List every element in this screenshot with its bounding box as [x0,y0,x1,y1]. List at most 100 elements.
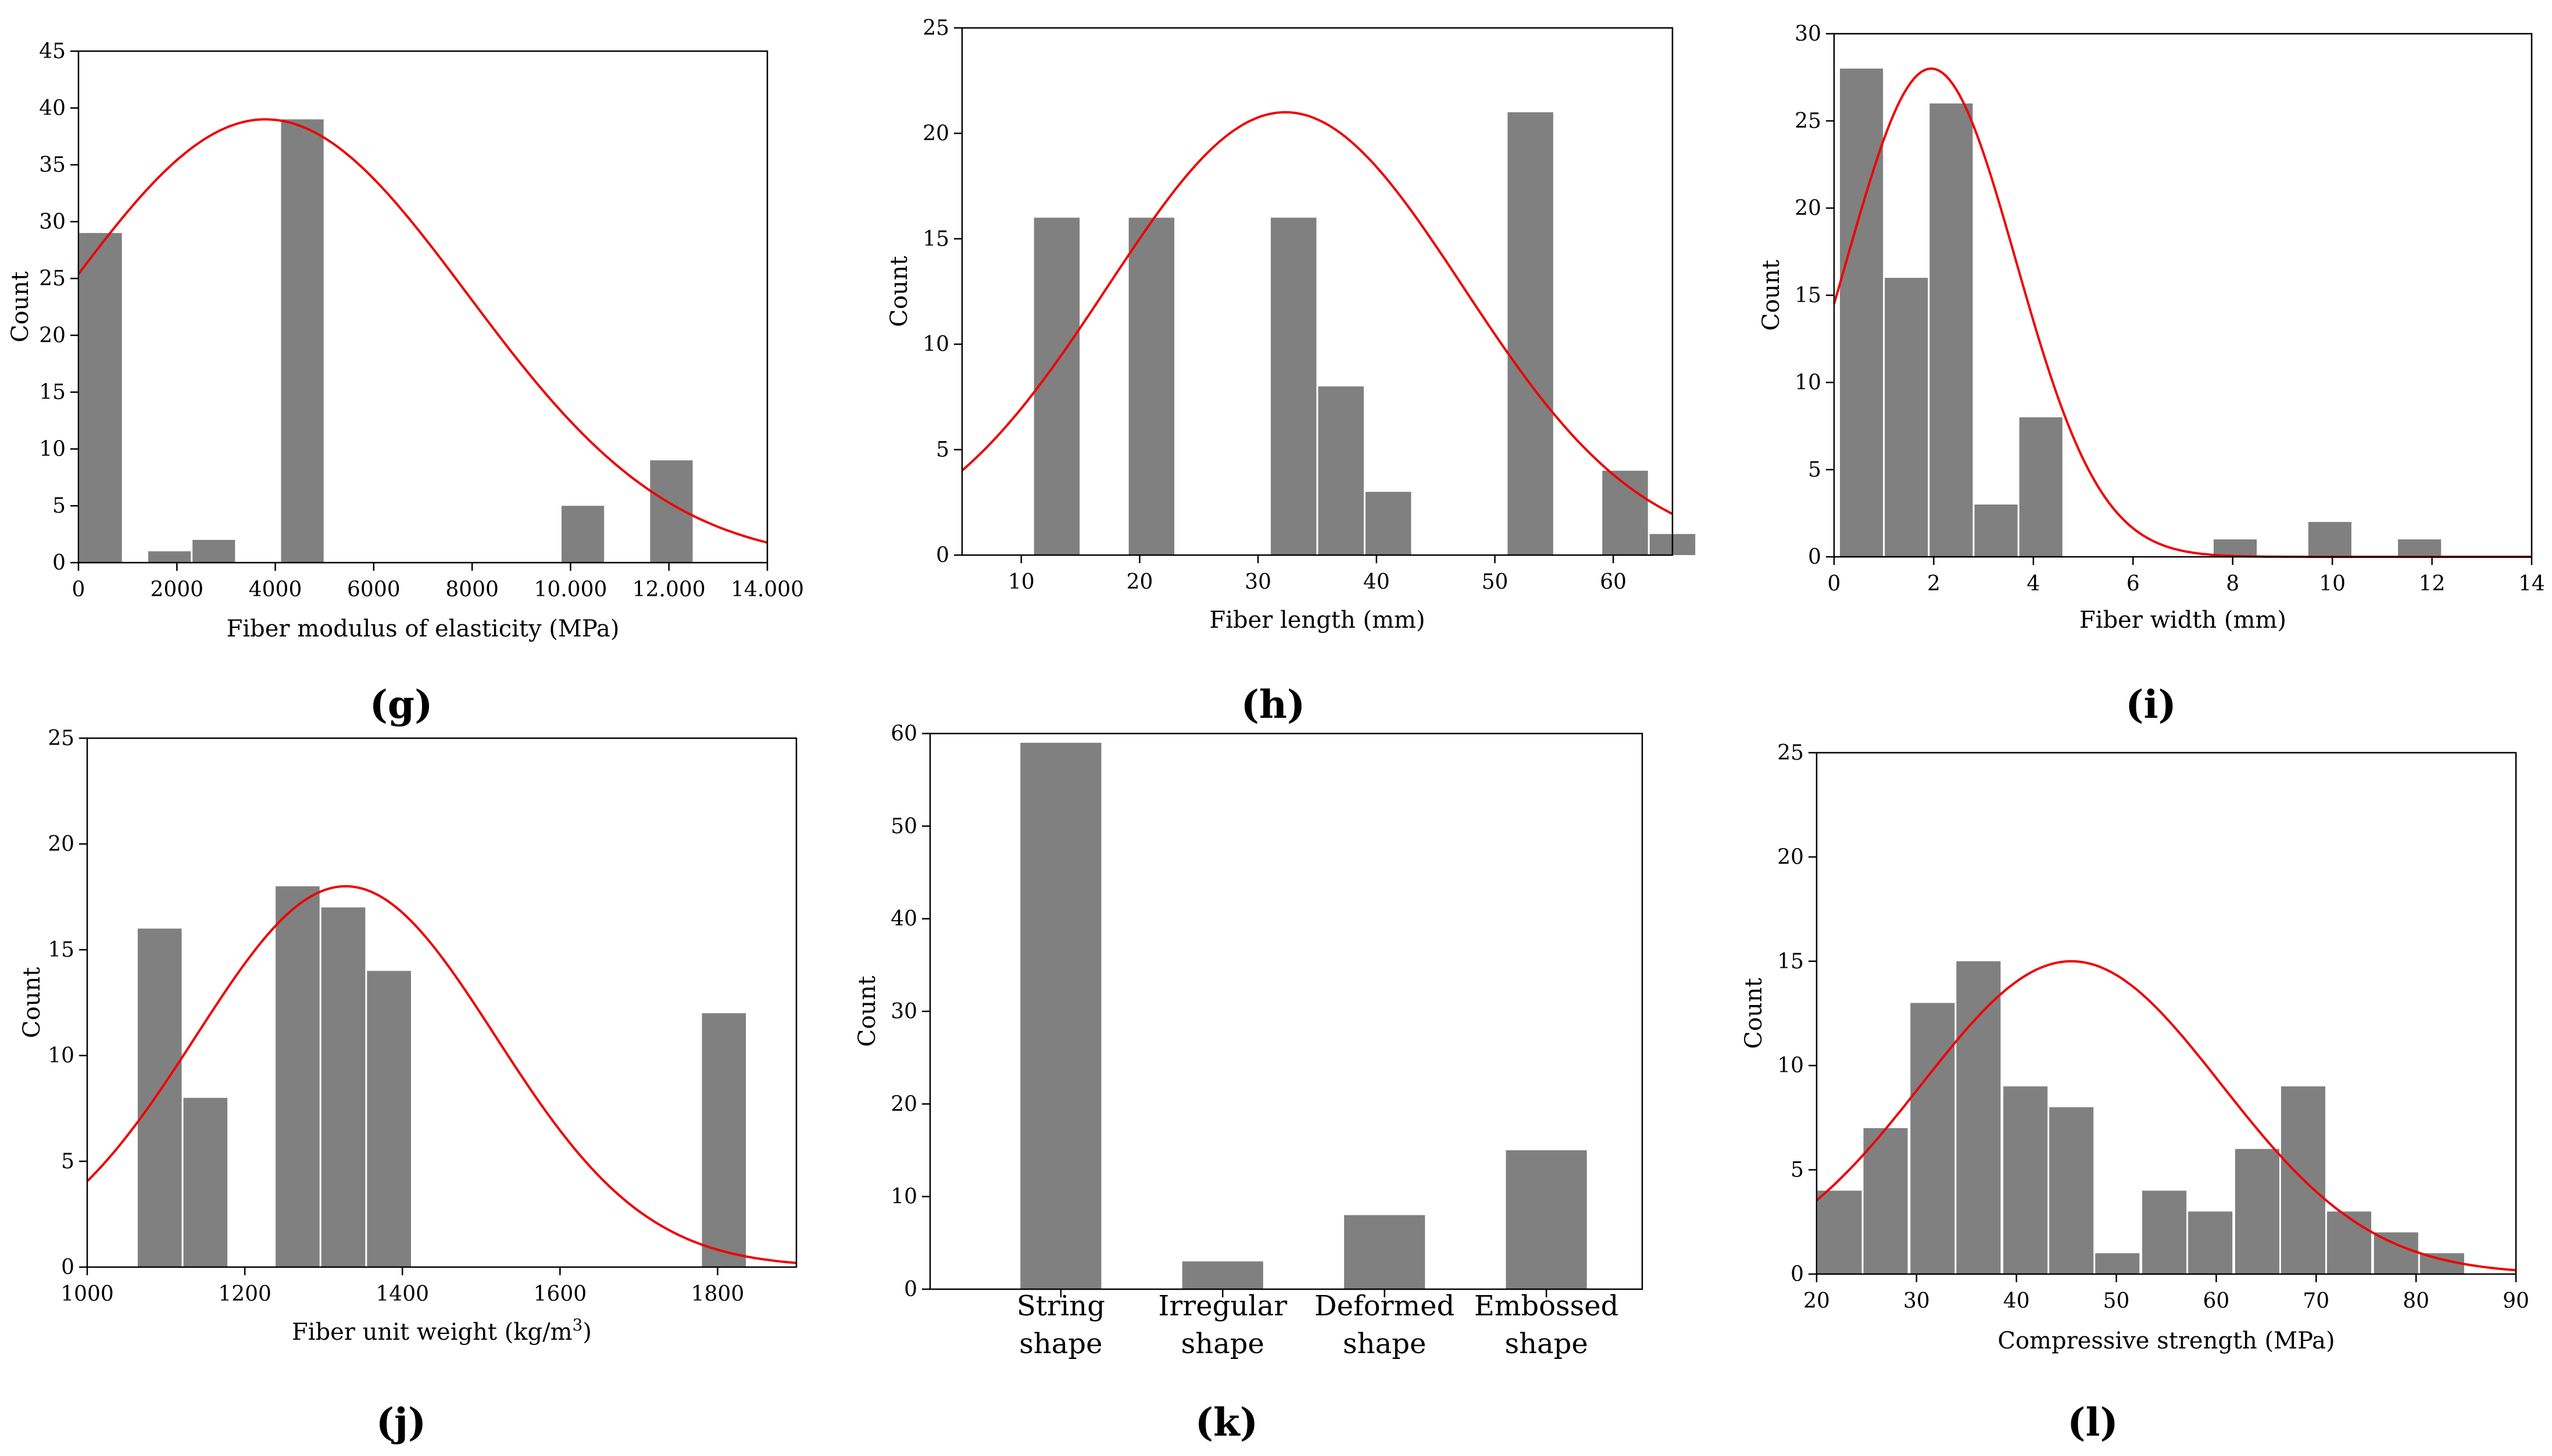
x-tick-label: 40 [1363,570,1390,594]
x-tick-label: 6000 [347,578,401,602]
y-tick-label: 5 [52,494,66,518]
normal-fit-curve [77,118,768,544]
x-tick-label: 30 [1903,1289,1930,1313]
histogram-bar [281,119,324,563]
plot-frame [961,27,1674,556]
x-tick-label: 1800 [691,1282,745,1306]
histogram-bar [2188,1211,2233,1274]
histogram-bar [2326,1211,2372,1274]
x-tick-label: 10.000 [534,578,607,602]
histogram-bar [562,506,605,563]
x-tick-label: 14 [2518,572,2545,596]
histogram-bar [1318,386,1364,555]
x-tick-label: 1400 [376,1282,429,1306]
category-bar [1020,742,1102,1289]
y-tick-label: 35 [39,153,66,177]
histogram-bar [2142,1190,2187,1274]
chart-panel-6: 0 5 10 15 20 25 Count 20 30 40 50 60 70 80 90 Compressi… [1740,741,2529,1445]
x-tick-label: 4 [2026,572,2040,596]
x-tick-label: 14.000 [731,578,804,602]
histogram-bar [2095,1253,2140,1274]
histogram-bar [2235,1149,2279,1274]
y-tick-label: 25 [1777,741,1804,765]
chart-panel-3: 0 5 10 15 20 25 30 Count 0 2 4 6 8 10 12 14 Fiber width … [1758,22,2545,727]
x-tick-label: 90 [2503,1289,2529,1313]
x-axis-label: Fiber unit weight (kg/m3) [292,1315,592,1346]
y-axis-label: Count [886,256,913,327]
histogram-bar [1929,103,1973,557]
normal-fit-curve [86,885,797,1264]
category-label-line2: shape [1343,1328,1426,1360]
chart-panel-4: 0 5 10 15 20 25 Count 1000 1200 1400 1600 1800 Fiber… [19,727,798,1445]
y-tick-label: 20 [48,832,74,856]
x-tick-label: 12 [2419,572,2446,596]
histogram-bar [2398,539,2442,557]
x-tick-label: 60 [1600,570,1627,594]
y-tick-label: 20 [39,324,66,348]
y-tick-label: 30 [891,1000,917,1024]
histogram-bar [367,971,411,1267]
y-tick-label: 40 [891,907,917,931]
histogram-bar [1365,492,1411,555]
y-tick-label: 0 [936,543,949,567]
histogram-bar [321,907,366,1267]
histogram-bar [2019,417,2063,557]
y-axis-label: Count [1740,978,1767,1049]
histogram-bar [192,539,235,563]
histogram-bar [1507,112,1553,555]
y-tick-label: 5 [1808,458,1821,482]
category-label-line2: shape [1019,1328,1102,1360]
y-tick-label: 15 [48,938,74,962]
panel-label: (h) [1241,682,1305,727]
y-tick-label: 5 [61,1150,74,1174]
panel-label: (k) [1195,1400,1258,1445]
histogram-bar [276,886,320,1267]
histogram-bar [1956,961,2001,1274]
y-tick-label: 10 [39,437,66,461]
x-tick-label: 4000 [249,578,302,602]
x-tick-label: 1600 [534,1282,587,1306]
histogram-bar [1817,1190,1862,1274]
x-axis-label: Compressive strength (MPa) [1997,1328,2335,1354]
histogram-bar [1034,217,1080,555]
x-tick-label: 8 [2226,572,2239,596]
y-tick-label: 0 [61,1255,74,1279]
histogram-bar [183,1097,228,1267]
x-axis-label: Fiber length (mm) [1209,607,1425,634]
x-tick-label: 2 [1927,572,1940,596]
plot-frame [77,50,769,564]
y-tick-label: 20 [923,121,949,145]
x-tick-label: 0 [72,578,85,602]
histogram-bar [1910,1003,1955,1274]
normal-fit-curve [1815,960,2517,1272]
y-tick-label: 40 [39,96,66,120]
x-tick-label: 12.000 [632,578,706,602]
histogram-bar [1271,217,1317,555]
y-tick-label: 25 [48,727,74,750]
histogram-bar [2308,522,2351,557]
histogram-bar [79,232,122,563]
y-tick-label: 30 [39,210,66,234]
y-axis-label: Count [854,976,881,1047]
chart-panel-2: 0 5 10 15 20 25 Count 10 20 30 40 50 60 Fiber length … [886,16,1696,727]
x-axis-label-text: Compressive strength (MPa) [1997,1328,2335,1354]
histogram-bar [2213,539,2257,557]
y-tick-label: 0 [1808,545,1821,569]
x-tick-label: 40 [2003,1289,2030,1313]
y-tick-label: 15 [39,381,66,405]
plot-frame [1815,752,2517,1275]
category-label-line2: shape [1181,1328,1264,1360]
histogram-bar [1885,278,1928,557]
x-tick-label: 8000 [445,578,499,602]
category-bar [1506,1150,1587,1289]
x-tick-label: 2000 [150,578,203,602]
y-tick-label: 60 [891,722,917,746]
y-tick-label: 15 [1795,284,1821,307]
histogram-bar [148,551,191,563]
normal-fit-curve [961,111,1673,515]
histogram-bar [1974,505,2018,557]
x-tick-label: 60 [2203,1289,2230,1313]
y-tick-label: 5 [936,438,949,462]
x-tick-label: 1200 [218,1282,271,1306]
